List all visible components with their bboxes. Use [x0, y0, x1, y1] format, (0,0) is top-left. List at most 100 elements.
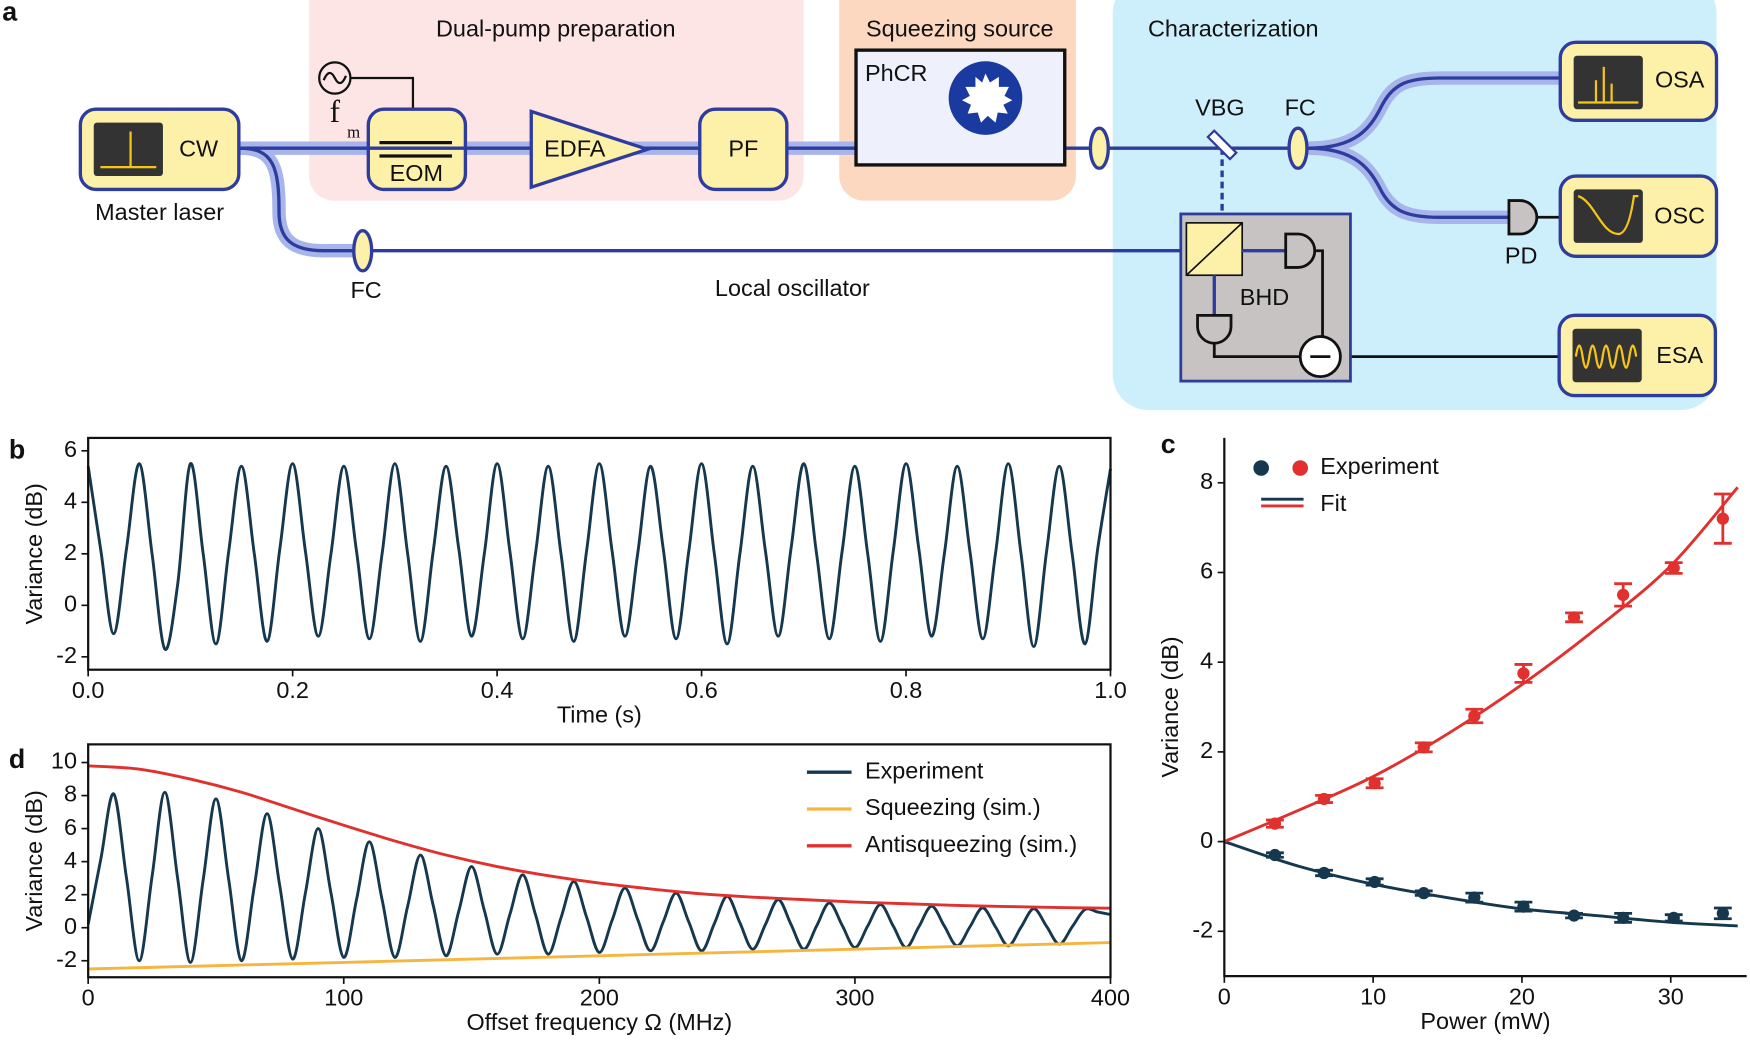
- panel-letter: d: [9, 744, 25, 774]
- trace: [1574, 344, 1638, 369]
- beam-splitter: [1185, 222, 1243, 276]
- line: [86, 790, 1111, 964]
- label: Local oscillator: [715, 275, 870, 301]
- panel-letter: b: [9, 434, 25, 464]
- grating: [1206, 129, 1238, 161]
- panel-letter: c: [1161, 429, 1176, 459]
- y-tick-label: 8: [1200, 468, 1213, 494]
- y-tick-label: 0: [64, 913, 77, 939]
- y-tick-label: -2: [56, 946, 77, 972]
- label: PhCR: [865, 60, 927, 86]
- lens: [1088, 126, 1110, 170]
- screen: [93, 122, 163, 177]
- y-tick-label: 2: [1200, 737, 1213, 763]
- amplifier: [529, 109, 653, 190]
- point: [1268, 817, 1282, 830]
- wire: [1212, 249, 1324, 358]
- point: [1667, 911, 1680, 924]
- y-tick-label: 2: [64, 539, 77, 565]
- label: CW: [179, 136, 219, 162]
- point: [1716, 907, 1729, 920]
- point: [1468, 709, 1481, 723]
- region-title: Characterization: [1148, 15, 1319, 41]
- point: [1517, 900, 1530, 913]
- lens: [1287, 126, 1309, 170]
- line: [88, 764, 1111, 910]
- panel-letter: a: [2, 0, 18, 26]
- point: [1417, 887, 1430, 900]
- x-tick-label: 200: [580, 985, 619, 1011]
- y-tick-label: 4: [64, 847, 77, 873]
- x-tick-label: 0.4: [481, 677, 514, 703]
- label: EDFA: [544, 136, 606, 162]
- label: ESA: [1656, 342, 1703, 368]
- legend-label: Antisqueezing (sim.): [865, 831, 1077, 857]
- y-tick-label: 2: [64, 880, 77, 906]
- y-axis-label: Variance (dB): [21, 483, 47, 624]
- x-axis-label: Offset frequency Ω (MHz): [466, 1009, 732, 1035]
- y-tick-label: 6: [1200, 558, 1213, 584]
- screen: [1573, 55, 1643, 110]
- x-tick-label: 400: [1091, 985, 1130, 1011]
- legend-swatch: [1292, 460, 1309, 476]
- label: FC: [1285, 94, 1316, 120]
- line: [86, 462, 1112, 651]
- point: [1317, 866, 1331, 880]
- panel-a: a Dual-pump preparation Squeezing source…: [2, 0, 1719, 411]
- label: Master laser: [95, 199, 224, 225]
- x-tick-label: 0.8: [890, 677, 923, 703]
- x-tick-label: 20: [1509, 984, 1535, 1010]
- y-tick-label: 0: [64, 591, 77, 617]
- x-tick-label: 30: [1658, 984, 1684, 1010]
- y-tick-label: 10: [51, 748, 77, 774]
- x-axis-label: Time (s): [557, 702, 642, 728]
- x-tick-label: 0: [82, 985, 95, 1011]
- point: [1368, 777, 1381, 790]
- point: [1468, 891, 1481, 904]
- label: BHD: [1240, 284, 1289, 310]
- x-tick-label: 0.2: [276, 677, 309, 703]
- point: [1368, 875, 1381, 889]
- label: f: [330, 94, 341, 129]
- point: [1716, 512, 1729, 525]
- point: [1617, 911, 1630, 924]
- point: [1517, 667, 1530, 680]
- trace: [1577, 195, 1639, 236]
- plot-frame: [87, 743, 1112, 979]
- y-tick-label: 6: [64, 814, 77, 840]
- y-tick-label: 6: [64, 436, 77, 462]
- fit-line: [1223, 486, 1739, 843]
- y-tick-label: 4: [1200, 647, 1213, 673]
- trace: [1578, 66, 1639, 104]
- label: VBG: [1195, 94, 1244, 120]
- legend-label: Experiment: [1320, 453, 1439, 479]
- point: [1667, 561, 1680, 575]
- legend-label: Squeezing (sim.): [865, 794, 1041, 820]
- legend-swatch: [1253, 460, 1269, 476]
- screen: [1572, 328, 1642, 383]
- fit-line: [1223, 840, 1738, 928]
- y-axis-label: Variance (dB): [21, 790, 47, 931]
- electrode: [379, 140, 453, 158]
- x-axis-label: Power (mW): [1420, 1008, 1550, 1034]
- trace: [100, 131, 157, 169]
- photodiode: [1196, 313, 1233, 345]
- axes: [1223, 437, 1747, 978]
- fiber: [236, 76, 1563, 253]
- y-tick-label: 4: [64, 488, 77, 514]
- y-tick-label: -2: [56, 642, 77, 668]
- x-tick-label: 0.6: [685, 677, 718, 703]
- legend-label: Fit: [1320, 490, 1347, 516]
- resonator-core: [962, 73, 1013, 123]
- x-tick-label: 0.0: [72, 677, 105, 703]
- point: [1617, 588, 1630, 602]
- screen: [1573, 189, 1643, 243]
- photodiode: [1284, 232, 1317, 269]
- x-tick-label: 0: [1218, 984, 1231, 1010]
- x-tick-label: 1.0: [1094, 677, 1127, 703]
- region-title: Squeezing source: [866, 15, 1054, 41]
- lens: [352, 228, 374, 273]
